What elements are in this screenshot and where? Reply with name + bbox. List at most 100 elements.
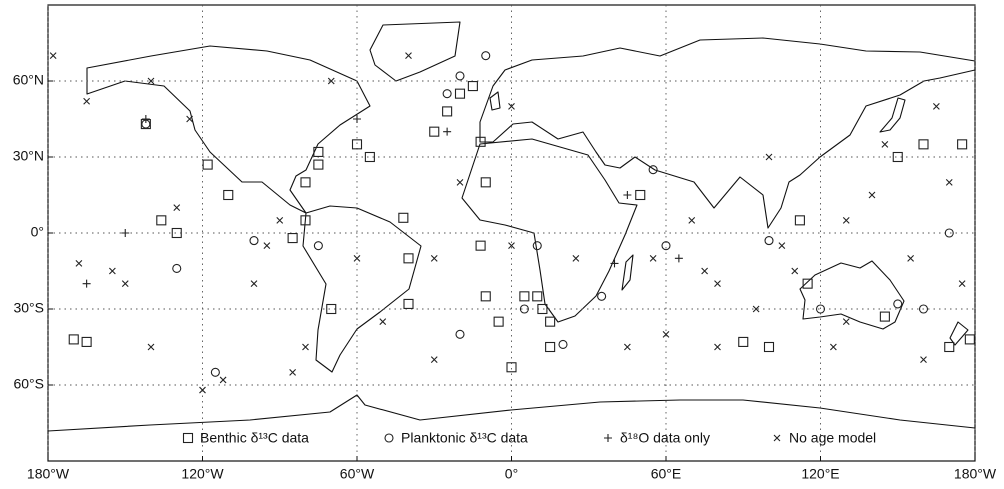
legend-label: δ¹⁸O data only — [620, 430, 710, 446]
planktonic-marker — [648, 165, 658, 175]
planktonic-marker — [249, 236, 259, 246]
north-america — [86, 45, 371, 214]
benthic-marker — [545, 341, 556, 353]
x-marker — [842, 318, 850, 326]
x-marker — [791, 267, 799, 275]
benthic-marker — [156, 215, 167, 226]
plus-marker — [674, 254, 683, 263]
x-marker — [430, 254, 438, 262]
benthic-marker — [506, 362, 517, 373]
x-marker — [932, 102, 940, 110]
plus-marker — [623, 191, 632, 199]
benthic-marker — [944, 341, 955, 353]
x-marker — [49, 52, 57, 60]
benthic-marker — [81, 336, 92, 347]
antarctica — [47, 394, 976, 432]
x-marker — [842, 216, 850, 224]
madagascar — [621, 254, 634, 291]
planktonic-marker — [442, 89, 452, 99]
x-tick-label: 60°E — [651, 466, 682, 482]
x-marker — [958, 280, 966, 288]
benthic-marker — [429, 126, 440, 137]
x-marker — [186, 115, 194, 123]
benthic-marker — [480, 291, 491, 302]
benthic-marker — [171, 227, 182, 239]
plus-marker — [443, 127, 452, 136]
plus-marker — [604, 434, 612, 442]
benthic-marker — [467, 81, 478, 92]
benthic-marker — [398, 212, 409, 223]
x-marker — [945, 178, 953, 186]
y-tick-label: 60°N — [13, 72, 44, 88]
x-marker — [773, 434, 781, 442]
y-tick-label: 0° — [31, 224, 44, 240]
x-marker — [327, 77, 335, 85]
x-marker — [75, 260, 83, 267]
plus-marker — [82, 279, 91, 288]
planktonic-marker — [455, 329, 465, 339]
x-marker — [508, 102, 515, 110]
x-marker — [147, 343, 155, 351]
y-tick-label: 60°S — [13, 376, 44, 392]
x-marker — [714, 280, 721, 288]
planktonic-marker — [532, 241, 542, 251]
x-tick-label: 180°W — [27, 466, 70, 482]
x-marker — [219, 376, 227, 384]
x-marker — [173, 204, 181, 212]
legend-label: Benthic δ¹³C data — [200, 430, 309, 446]
x-marker — [263, 242, 271, 250]
new-zealand — [949, 321, 969, 346]
x-marker — [765, 153, 773, 161]
benthic-marker — [635, 189, 646, 201]
benthic-marker — [202, 159, 213, 170]
x-marker — [701, 267, 709, 275]
x-marker — [778, 242, 786, 250]
plus-marker — [121, 229, 130, 237]
x-tick-label: 120°E — [801, 466, 839, 482]
legend-label: No age model — [789, 430, 876, 446]
plus-marker — [610, 259, 619, 268]
x-marker — [430, 356, 438, 364]
x-tick-label: 120°W — [181, 466, 224, 482]
planktonic-marker — [172, 263, 182, 274]
benthic-marker — [892, 151, 903, 163]
x-marker — [147, 77, 155, 85]
benthic-marker — [918, 139, 929, 150]
x-marker — [868, 191, 876, 199]
benthic-marker — [738, 336, 749, 347]
greenland — [369, 21, 461, 82]
eurasia — [479, 37, 976, 229]
planktonic-marker — [481, 51, 491, 61]
planktonic-marker — [558, 339, 568, 350]
x-marker — [881, 140, 889, 148]
x-marker — [276, 216, 284, 224]
benthic-marker — [493, 316, 504, 327]
benthic-marker — [351, 139, 363, 150]
benthic-marker — [794, 215, 805, 226]
benthic-marker — [300, 215, 311, 226]
x-marker — [289, 368, 297, 376]
planktonic-marker — [519, 304, 529, 314]
plus-marker — [141, 115, 150, 123]
benthic-marker — [475, 136, 486, 147]
coastlines — [47, 21, 976, 432]
africa — [461, 138, 638, 323]
x-marker — [250, 280, 258, 288]
benthic-marker — [763, 341, 775, 353]
benthic-marker — [442, 106, 453, 117]
benthic-marker — [182, 432, 194, 444]
benthic-marker — [957, 139, 968, 150]
x-marker — [508, 242, 515, 250]
x-marker — [302, 343, 309, 351]
planktonic-marker — [597, 291, 607, 301]
benthic-marker — [537, 303, 548, 315]
benthic-marker — [300, 177, 311, 188]
benthic-marker — [364, 151, 375, 163]
legend-label: Planktonic δ¹³C data — [401, 430, 528, 446]
planktonic-marker — [918, 304, 929, 314]
planktonic-marker — [210, 367, 220, 377]
x-marker — [379, 318, 387, 326]
x-marker — [83, 97, 91, 105]
x-marker — [829, 343, 837, 351]
x-marker — [199, 386, 206, 394]
